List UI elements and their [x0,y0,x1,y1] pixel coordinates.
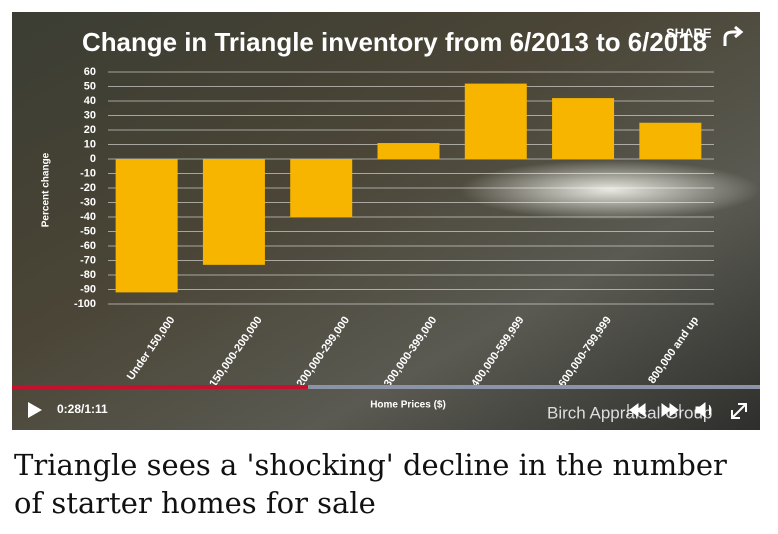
bar [639,122,702,159]
bar [115,159,178,293]
y-tick-label: -50 [80,225,96,237]
share-icon[interactable] [723,25,744,46]
y-tick-label: -90 [80,283,96,295]
y-tick-label: 30 [84,109,96,121]
share-label[interactable]: SHARE [666,25,712,40]
progress-played[interactable] [12,385,308,389]
y-tick-label: 40 [84,95,96,107]
y-tick-label: 10 [84,138,96,150]
time: 0:28/1:11 [57,402,108,416]
y-tick-label: -60 [80,240,96,252]
y-tick-label: -30 [80,196,96,208]
y-tick-label: -10 [80,167,96,179]
y-axis-label: Percent change [41,152,52,227]
lake [460,160,760,220]
bar [202,159,265,265]
y-tick-label: 0 [90,153,96,165]
play-button[interactable] [28,402,42,418]
video-player[interactable]: SHARE Change in Triangle inventory from … [0,0,778,440]
y-tick-label: 50 [84,80,96,92]
progress-remaining[interactable] [308,385,760,389]
y-tick-label: -20 [80,182,96,194]
y-tick-label: -70 [80,254,96,266]
y-tick-label: -80 [80,269,96,281]
bar [377,143,440,159]
x-axis-label: Home Prices ($) [370,400,446,411]
bar [290,159,353,217]
chart-title: Change in Triangle inventory from 6/2013… [82,27,707,57]
next-button[interactable] [661,403,681,417]
prev-button[interactable] [627,403,646,417]
fullscreen-button[interactable] [731,403,747,419]
volume-button[interactable] [695,401,712,419]
headline: Triangle sees a 'shocking' decline in th… [14,448,727,520]
y-tick-label: 60 [84,66,96,78]
y-tick-label: 20 [84,124,96,136]
watermark: Birch Appraisal Group [547,403,712,422]
bar [552,98,615,159]
y-tick-label: -100 [74,298,96,310]
y-tick-label: -40 [80,211,96,223]
bar [464,83,527,159]
